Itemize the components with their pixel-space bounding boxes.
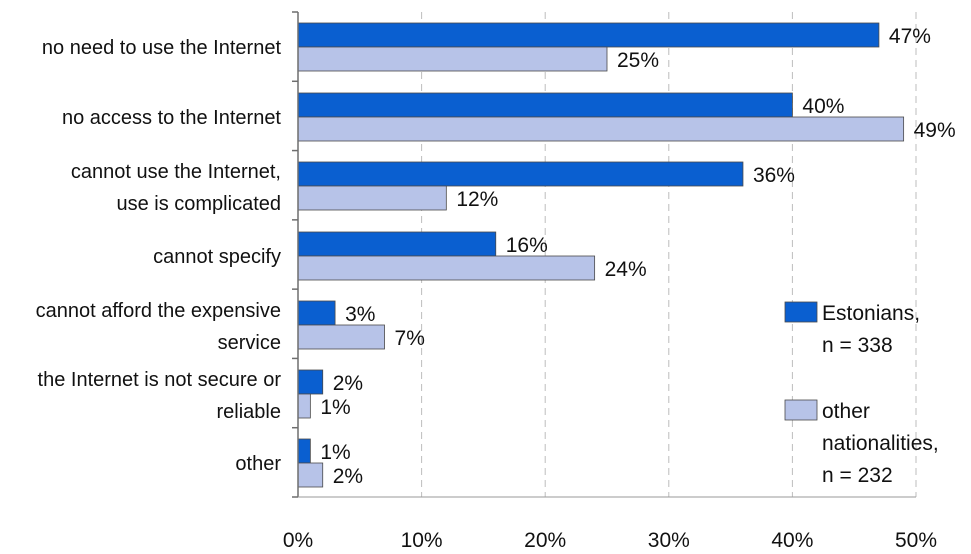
- x-tick-label: 40%: [771, 529, 813, 552]
- data-label: 1%: [320, 396, 350, 419]
- bar: [297, 116, 905, 142]
- bar: [297, 462, 324, 488]
- category-label: reliable: [217, 401, 281, 423]
- bar: [297, 231, 497, 257]
- category-label: no access to the Internet: [62, 107, 281, 129]
- data-label: 2%: [333, 465, 363, 488]
- data-label: 1%: [320, 441, 350, 464]
- legend-swatch: [784, 399, 818, 421]
- axis: 0% 10% 20% 30% 40% 50% no need to use the Inte…: [36, 11, 937, 552]
- data-label: 7%: [395, 327, 425, 350]
- data-label: 2%: [333, 372, 363, 395]
- data-label: 16%: [506, 234, 548, 257]
- data-label: 40%: [802, 95, 844, 118]
- data-label: 12%: [456, 188, 498, 211]
- x-tick-label: 30%: [648, 529, 690, 552]
- bar: [297, 393, 311, 419]
- legend-label: other: [822, 400, 870, 423]
- x-tick-label: 50%: [895, 529, 937, 552]
- bar: [297, 22, 880, 48]
- category-label: no need to use the Internet: [42, 37, 282, 59]
- data-label: 3%: [345, 303, 375, 326]
- x-tick-label: 20%: [524, 529, 566, 552]
- legend: Estonians, n = 338 other nationalities, n = …: [784, 301, 939, 487]
- x-tick-label: 0%: [283, 529, 313, 552]
- category-label: the Internet is not secure or: [38, 369, 282, 391]
- bar: [297, 185, 447, 211]
- legend-label: n = 338: [822, 334, 893, 357]
- bar: [297, 438, 311, 464]
- x-tick-label: 10%: [401, 529, 443, 552]
- data-label: 36%: [753, 164, 795, 187]
- legend-label: Estonians,: [822, 302, 920, 325]
- bar: [297, 369, 324, 395]
- legend-label: n = 232: [822, 464, 893, 487]
- category-label: use is complicated: [116, 193, 281, 215]
- bar: [297, 46, 608, 72]
- category-label: other: [235, 453, 281, 475]
- legend-swatch: [784, 301, 818, 323]
- data-label: 25%: [617, 49, 659, 72]
- category-label: service: [218, 332, 281, 354]
- bar: [297, 324, 385, 350]
- category-label: cannot use the Internet,: [71, 161, 281, 183]
- category-label: cannot afford the expensive: [36, 300, 281, 322]
- bar: [297, 255, 596, 281]
- data-label: 49%: [914, 119, 956, 142]
- data-label: 24%: [605, 258, 647, 281]
- bar: [297, 92, 793, 118]
- category-label: cannot specify: [153, 246, 281, 268]
- data-label: 47%: [889, 25, 931, 48]
- bar: [297, 300, 336, 326]
- legend-label: nationalities,: [822, 432, 939, 455]
- bar: [297, 161, 744, 187]
